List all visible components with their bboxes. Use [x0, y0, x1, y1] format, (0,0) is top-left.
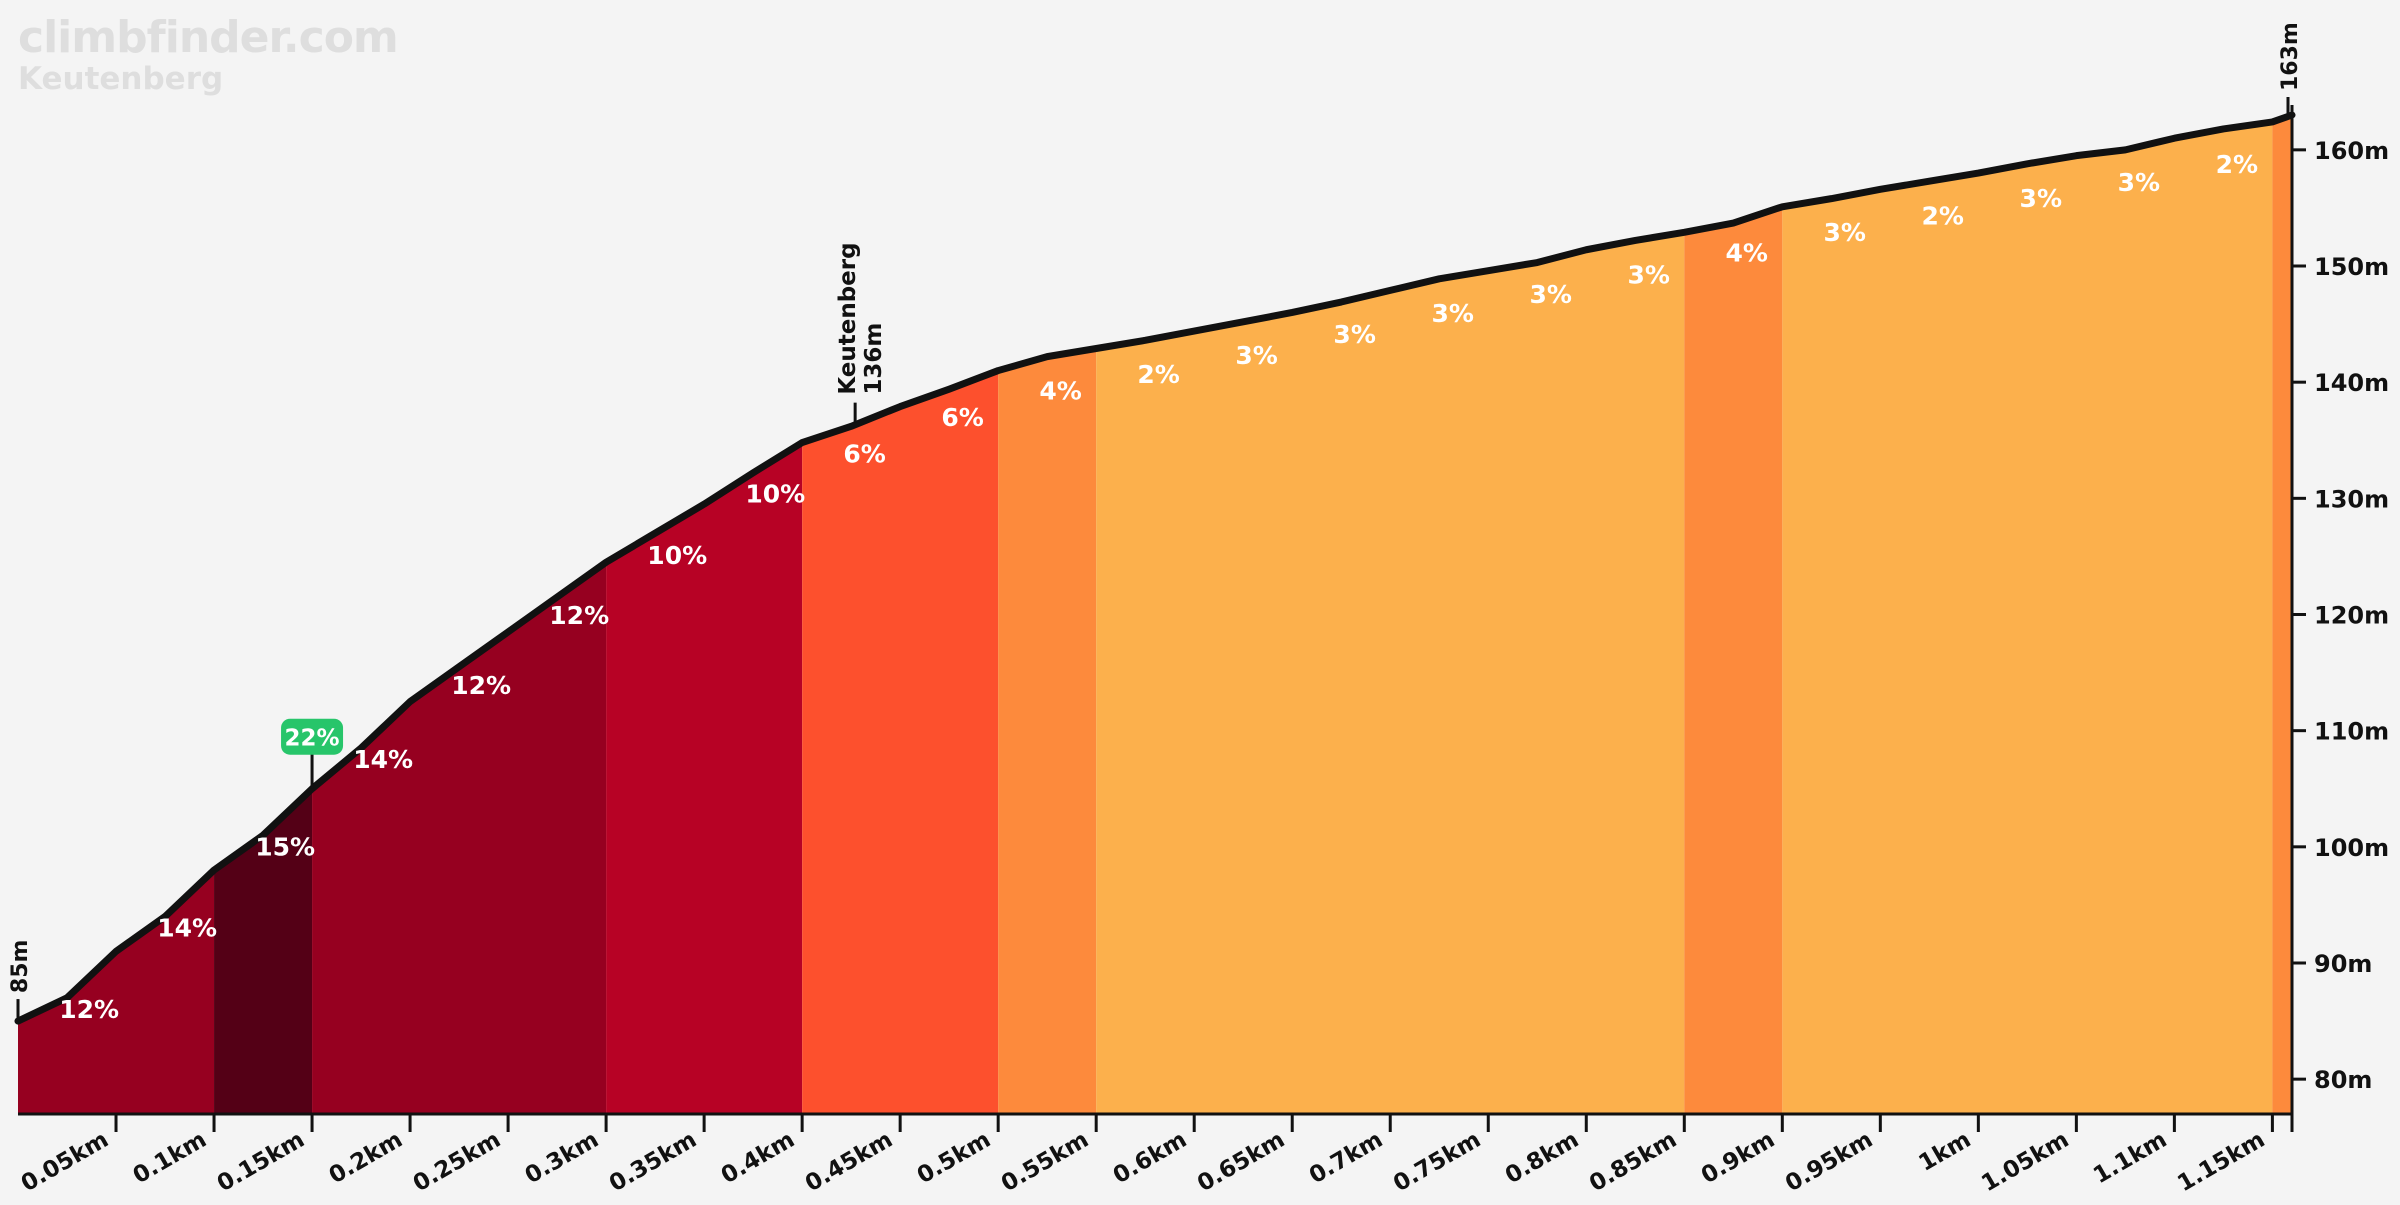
- gradient-label-16: 3%: [1627, 261, 1669, 290]
- max-gradient-badge: [281, 718, 344, 755]
- summit-elevation-label: 136m: [861, 323, 887, 395]
- x-tick-label-12: 0.65km: [1193, 1127, 1289, 1198]
- summit-name-label: Keutenberg: [835, 242, 861, 394]
- start-elevation-label: 85m: [8, 940, 33, 994]
- x-tick-label-8: 0.45km: [801, 1127, 897, 1198]
- climb-name: Keutenberg: [18, 61, 224, 98]
- x-tick-label-6: 0.35km: [605, 1127, 701, 1198]
- end-elevation-label: 163m: [2278, 22, 2303, 91]
- gradient-label-2: 15%: [255, 832, 315, 861]
- gradient-label-6: 10%: [647, 541, 707, 570]
- gradient-label-4: 12%: [451, 671, 511, 700]
- gradient-label-5: 12%: [549, 601, 609, 630]
- x-tick-label-17: 0.9km: [1697, 1127, 1779, 1190]
- gradient-label-21: 3%: [2118, 168, 2160, 197]
- x-tick-label-21: 1.1km: [2089, 1127, 2171, 1190]
- gradient-band-2: [312, 562, 607, 1114]
- gradient-label-19: 2%: [1922, 201, 1964, 230]
- gradient-label-7: 10%: [745, 480, 805, 509]
- x-tick-label-20: 1.05km: [1977, 1127, 2073, 1198]
- gradient-label-22: 2%: [2216, 150, 2258, 179]
- gradient-label-0: 12%: [59, 995, 119, 1024]
- gradient-band-3: [606, 442, 803, 1114]
- x-tick-label-5: 0.3km: [521, 1127, 603, 1190]
- gradient-band-7: [1684, 206, 1783, 1114]
- x-tick-label-10: 0.55km: [997, 1127, 1093, 1198]
- gradient-label-8: 6%: [843, 439, 885, 468]
- gradient-label-10: 4%: [1039, 377, 1081, 406]
- gradient-label-11: 2%: [1137, 360, 1179, 389]
- gradient-label-17: 4%: [1726, 238, 1768, 267]
- x-tick-label-14: 0.75km: [1389, 1127, 1485, 1198]
- gradient-band-5: [998, 348, 1097, 1115]
- gradient-band-4: [802, 370, 999, 1115]
- x-tick-label-15: 0.8km: [1501, 1127, 1583, 1190]
- profile-line: [14, 111, 2296, 1025]
- gradient-label-1: 14%: [157, 914, 217, 943]
- x-tick-label-11: 0.6km: [1109, 1127, 1191, 1190]
- y-tick-label-7: 150m: [2314, 253, 2389, 281]
- gradient-band-8: [1782, 121, 2273, 1114]
- max-gradient-label: 22%: [285, 726, 340, 752]
- gradient-band-0: [18, 870, 215, 1114]
- x-tick-label-18: 0.95km: [1781, 1127, 1877, 1198]
- x-tick-label-3: 0.2km: [325, 1127, 407, 1190]
- y-tick-label-1: 90m: [2314, 950, 2372, 978]
- y-tick-label-4: 120m: [2314, 602, 2389, 630]
- x-tick-label-13: 0.7km: [1305, 1127, 1387, 1190]
- x-tick-label-7: 0.4km: [717, 1127, 799, 1190]
- brand-watermark: climbfinder.com Keutenberg: [18, 12, 399, 98]
- gradient-band-1: [214, 788, 313, 1114]
- y-tick-label-8: 160m: [2314, 137, 2389, 165]
- gradient-band-9: [2272, 115, 2292, 1114]
- y-tick-label-3: 110m: [2314, 718, 2389, 746]
- x-tick-label-9: 0.5km: [913, 1127, 995, 1190]
- gradient-label-12: 3%: [1235, 341, 1277, 370]
- site-name: climbfinder.com: [18, 12, 399, 63]
- x-tick-label-4: 0.25km: [409, 1127, 505, 1198]
- gradient-label-20: 3%: [2020, 184, 2062, 213]
- y-tick-label-5: 130m: [2314, 485, 2389, 513]
- gradient-label-3: 14%: [353, 745, 413, 774]
- x-tick-label-0: 0.05km: [17, 1127, 113, 1198]
- x-tick-label-2: 0.15km: [213, 1127, 309, 1198]
- gradient-label-14: 3%: [1431, 299, 1473, 328]
- x-tick-label-22: 1.15km: [2173, 1127, 2269, 1198]
- gradient-label-13: 3%: [1333, 320, 1375, 349]
- x-tick-label-16: 0.85km: [1585, 1127, 1681, 1198]
- y-tick-label-0: 80m: [2314, 1066, 2372, 1094]
- y-tick-label-6: 140m: [2314, 369, 2389, 397]
- gradient-label-18: 3%: [1824, 218, 1866, 247]
- gradient-band-6: [1096, 232, 1685, 1115]
- x-tick-label-1: 0.1km: [129, 1127, 211, 1190]
- gradient-label-9: 6%: [941, 403, 983, 432]
- x-tick-label-19: 1km: [1914, 1127, 1975, 1177]
- y-tick-label-2: 100m: [2314, 834, 2389, 862]
- gradient-label-15: 3%: [1529, 280, 1571, 309]
